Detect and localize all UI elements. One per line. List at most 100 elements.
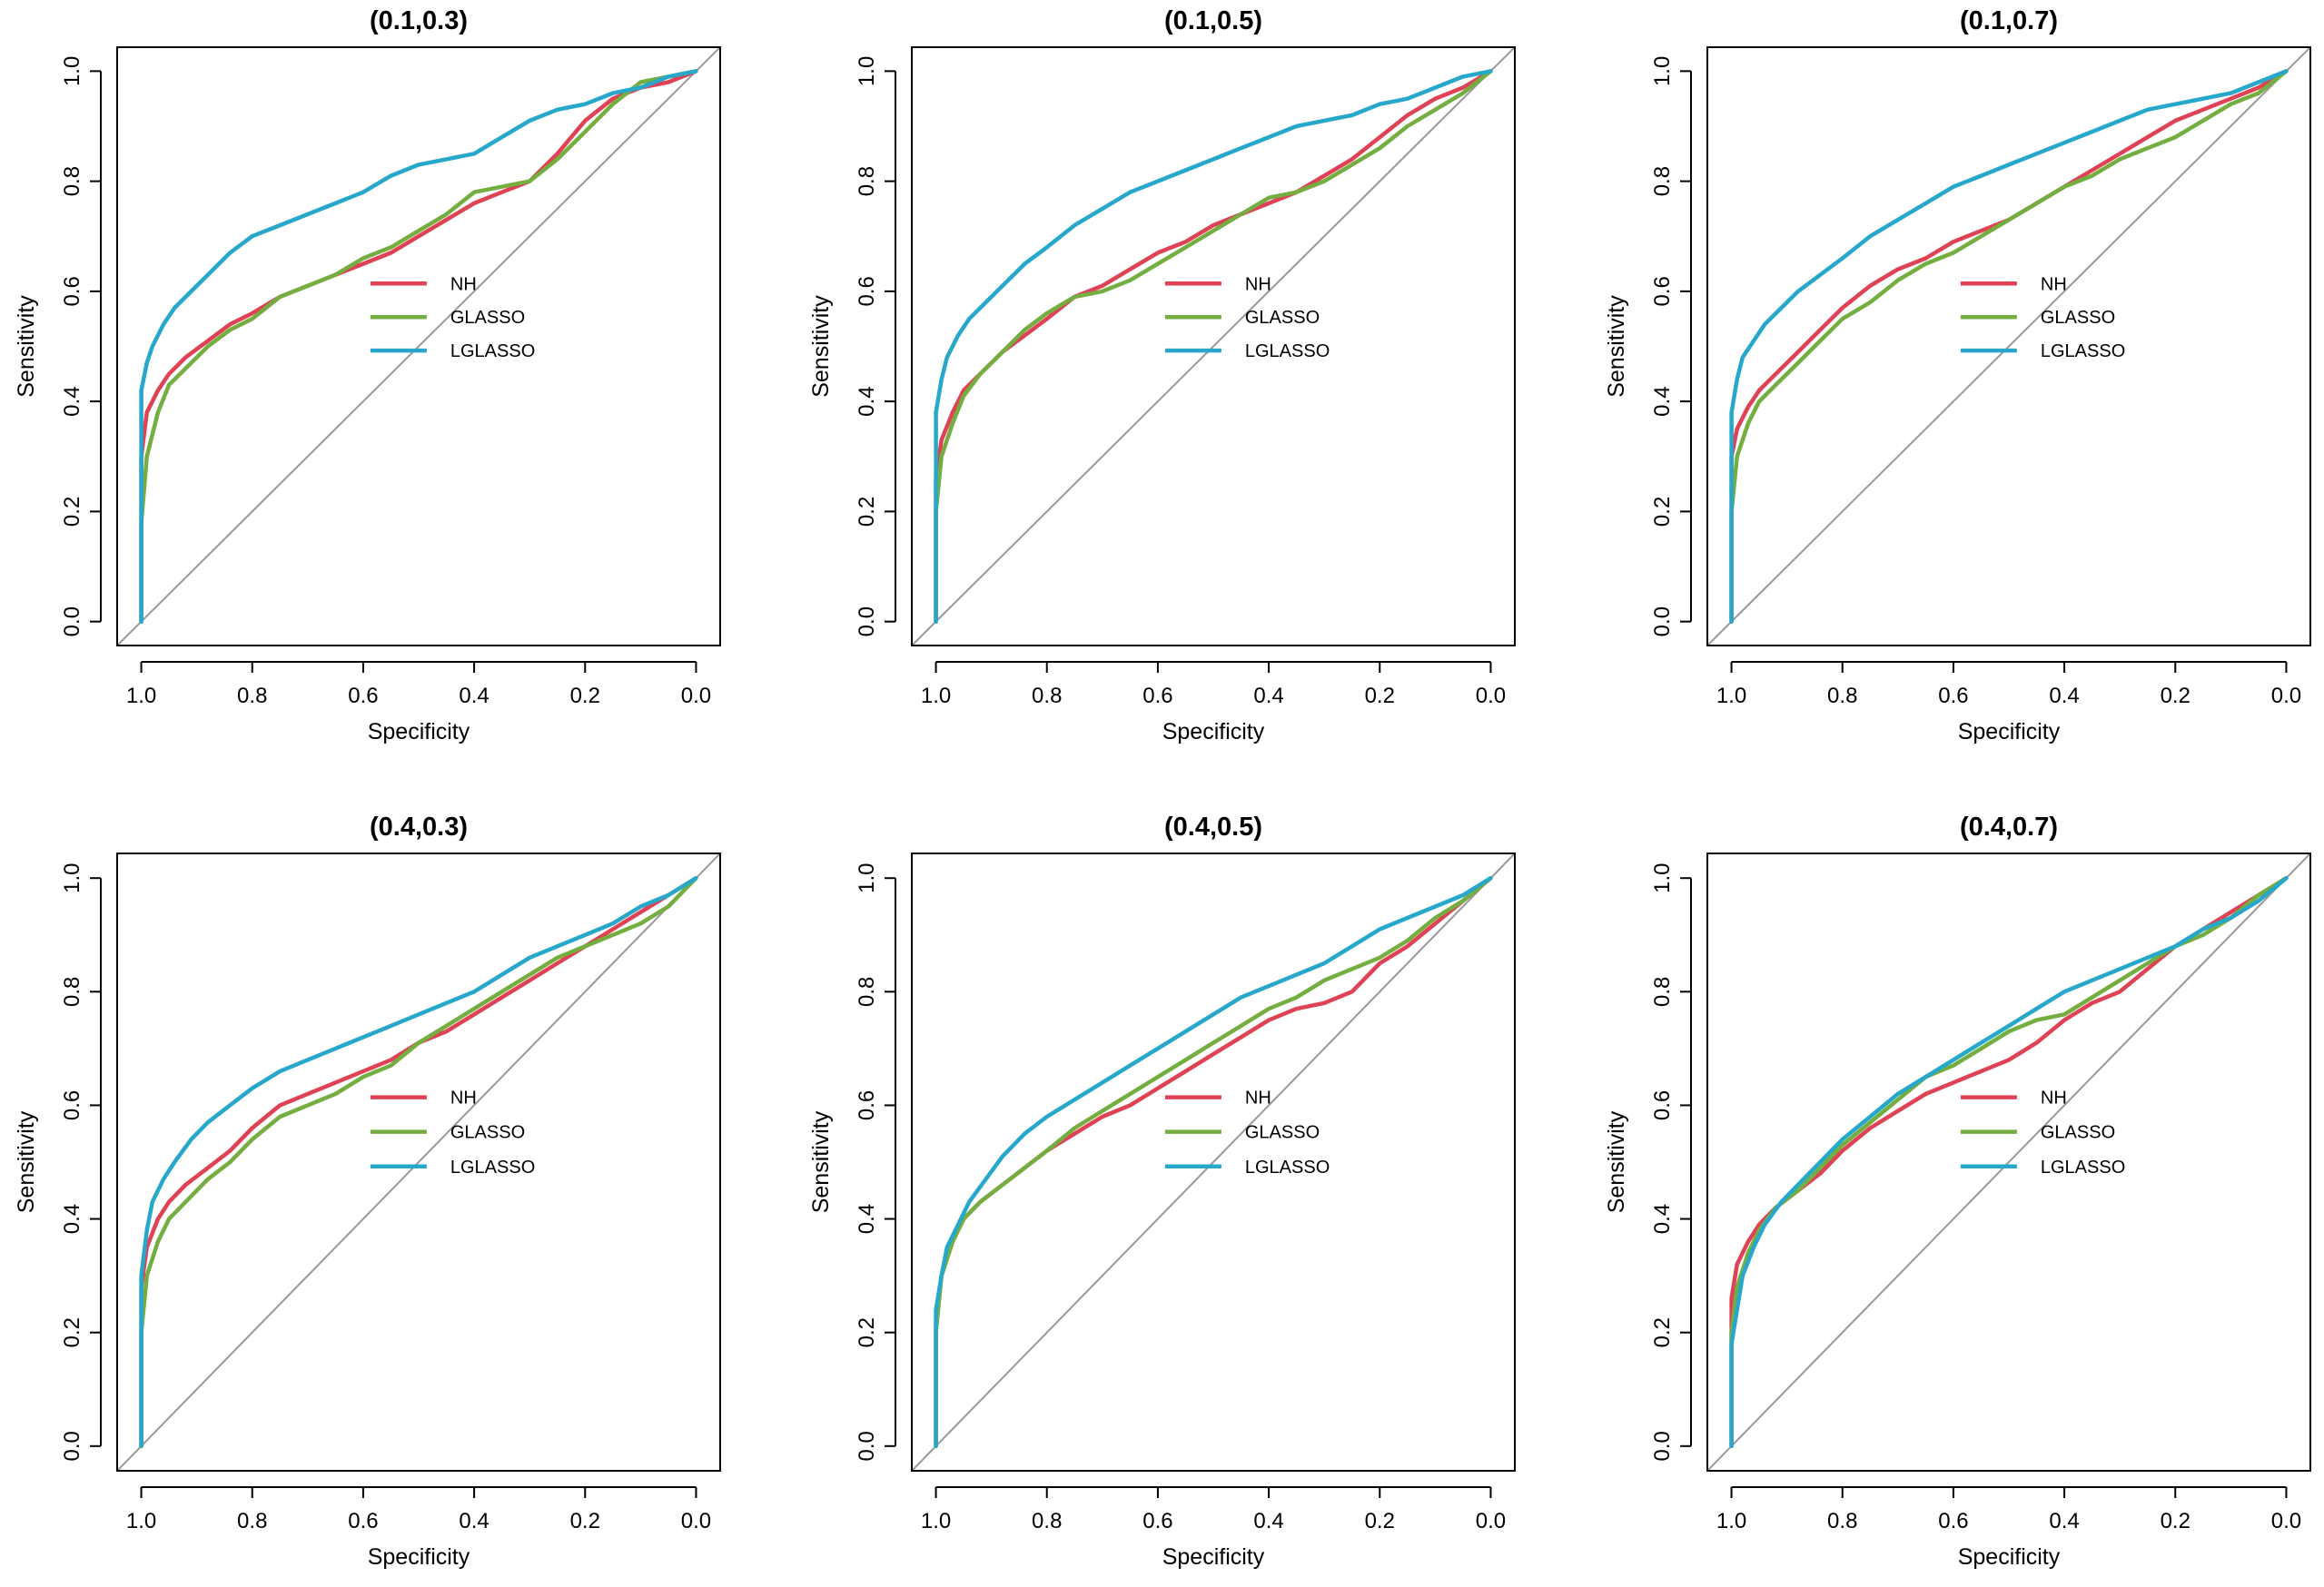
legend-label-lglasso: LGLASSO [1245,1158,1330,1178]
roc-curve-lglasso [139,69,698,624]
x-tick-label: 0.0 [681,1509,711,1533]
legend-label-glasso: GLASSO [2041,308,2115,328]
diagonal-reference-line [1707,47,2310,646]
legend: NH GLASSO LGLASSO [370,1089,535,1178]
y-tick-label: 0.0 [60,606,84,636]
y-tick-label: 0.6 [1650,276,1675,306]
y-axis-label: Sensitivity [1604,1110,1629,1213]
y-tick-label: 1.0 [1650,56,1675,86]
x-tick-label: 0.6 [1142,684,1172,708]
legend-label-lglasso: LGLASSO [2041,341,2125,361]
x-tick-label: 0.2 [2161,1509,2190,1533]
y-tick-label: 0.2 [60,497,84,527]
y-axis-label: Sensitivity [1604,295,1629,398]
plot-frame [1706,46,2311,646]
legend-label-lglasso: LGLASSO [450,1158,535,1178]
x-tick-label: 1.0 [126,684,156,708]
x-tick-label: 0.2 [1365,684,1395,708]
x-tick-label: 0.2 [1365,1509,1395,1533]
legend-label-nh: NH [450,1089,477,1109]
y-tick-label: 0.4 [60,386,84,416]
diagonal-reference-line [117,47,720,646]
x-tick-label: 0.6 [1938,1509,1968,1533]
plot-frame [116,853,721,1472]
x-tick-label: 0.0 [1476,684,1506,708]
x-tick-label: 0.6 [348,684,378,708]
roc-curve-glasso [934,875,1493,1449]
legend-label-nh: NH [2041,1089,2067,1109]
y-tick-label: 1.0 [1650,863,1675,893]
legend-label-lglasso: LGLASSO [1245,341,1330,361]
roc-panel-3: (0.1,0.7) 1.0 0.8 0.6 0.4 0.2 0.0 Specificity 0.… [1604,6,2311,744]
panel-title: (0.4,0.7) [1960,813,2058,842]
diagonal-reference-line [1707,853,2310,1471]
y-tick-label: 0.6 [855,1090,879,1120]
y-tick-label: 0.2 [1650,497,1675,527]
legend-label-glasso: GLASSO [450,1123,525,1143]
legend-label-glasso: GLASSO [2041,1123,2115,1143]
panel-title: (0.1,0.5) [1164,6,1262,35]
legend-label-glasso: GLASSO [1245,1123,1320,1143]
roc-curve-glasso [1729,69,2289,624]
legend-label-nh: NH [450,274,477,294]
roc-panel-5: (0.4,0.5) 1.0 0.8 0.6 0.4 0.2 0.0 Specificity 0.… [808,813,1516,1570]
roc-curve-lglasso [1729,875,2289,1449]
roc-curve-glasso [934,69,1493,624]
y-tick-label: 0.0 [1650,606,1675,636]
x-tick-label: 0.8 [237,1509,267,1533]
y-tick-label: 0.0 [855,1431,879,1461]
legend-label-lglasso: LGLASSO [450,341,535,361]
legend-label-nh: NH [2041,274,2067,294]
x-axis-label: Specificity [368,1544,470,1570]
y-tick-label: 0.6 [60,1090,84,1120]
legend-label-lglasso: LGLASSO [2041,1158,2125,1178]
x-tick-label: 0.6 [1938,684,1968,708]
x-axis-label: Specificity [368,719,470,744]
panel-title: (0.4,0.5) [1164,813,1262,842]
y-tick-label: 0.6 [1650,1090,1675,1120]
x-tick-label: 0.8 [1827,684,1857,708]
diagonal-reference-line [117,853,720,1471]
roc-curve-nh [1729,69,2289,624]
legend: NH GLASSO LGLASSO [1960,274,2125,361]
diagonal-reference-line [912,47,1515,646]
x-tick-label: 0.4 [2049,1509,2079,1533]
y-tick-label: 0.2 [855,497,879,527]
x-tick-label: 1.0 [921,684,951,708]
roc-curve-lglasso [1729,69,2289,624]
x-tick-label: 0.2 [570,684,600,708]
roc-panel-6: (0.4,0.7) 1.0 0.8 0.6 0.4 0.2 0.0 Specificity 0.… [1604,813,2311,1570]
y-tick-label: 0.4 [855,1204,879,1234]
x-tick-label: 0.2 [570,1509,600,1533]
plot-frame [1706,853,2311,1472]
y-tick-label: 1.0 [60,863,84,893]
x-tick-label: 1.0 [1716,1509,1746,1533]
legend-label-nh: NH [1245,1089,1271,1109]
y-tick-label: 0.2 [60,1317,84,1347]
panel-title: (0.4,0.3) [370,813,468,842]
plot-frame [911,46,1516,646]
x-tick-label: 0.4 [1253,684,1283,708]
x-tick-label: 0.0 [681,684,711,708]
x-tick-label: 1.0 [921,1509,951,1533]
legend: NH GLASSO LGLASSO [1960,1089,2125,1178]
roc-curve-nh [139,69,698,624]
y-axis-label: Sensitivity [14,295,39,398]
roc-panel-4: (0.4,0.3) 1.0 0.8 0.6 0.4 0.2 0.0 Specificity 0.… [14,813,721,1570]
panel-title: (0.1,0.3) [370,6,468,35]
y-axis-label: Sensitivity [808,1110,834,1213]
legend-label-nh: NH [1245,274,1271,294]
x-tick-label: 0.8 [237,684,267,708]
y-tick-label: 0.4 [1650,1204,1675,1234]
roc-panel-2: (0.1,0.5) 1.0 0.8 0.6 0.4 0.2 0.0 Specificity 0.… [808,6,1516,744]
x-tick-label: 0.8 [1827,1509,1857,1533]
legend-label-glasso: GLASSO [1245,308,1320,328]
legend: NH GLASSO LGLASSO [1164,1089,1330,1178]
roc-curve-lglasso [934,69,1493,624]
x-tick-label: 0.2 [2161,684,2190,708]
roc-curve-glasso [139,69,698,624]
x-tick-label: 0.4 [1253,1509,1283,1533]
roc-curve-lglasso [139,875,698,1449]
y-axis-label: Sensitivity [14,1110,39,1213]
x-tick-label: 1.0 [126,1509,156,1533]
